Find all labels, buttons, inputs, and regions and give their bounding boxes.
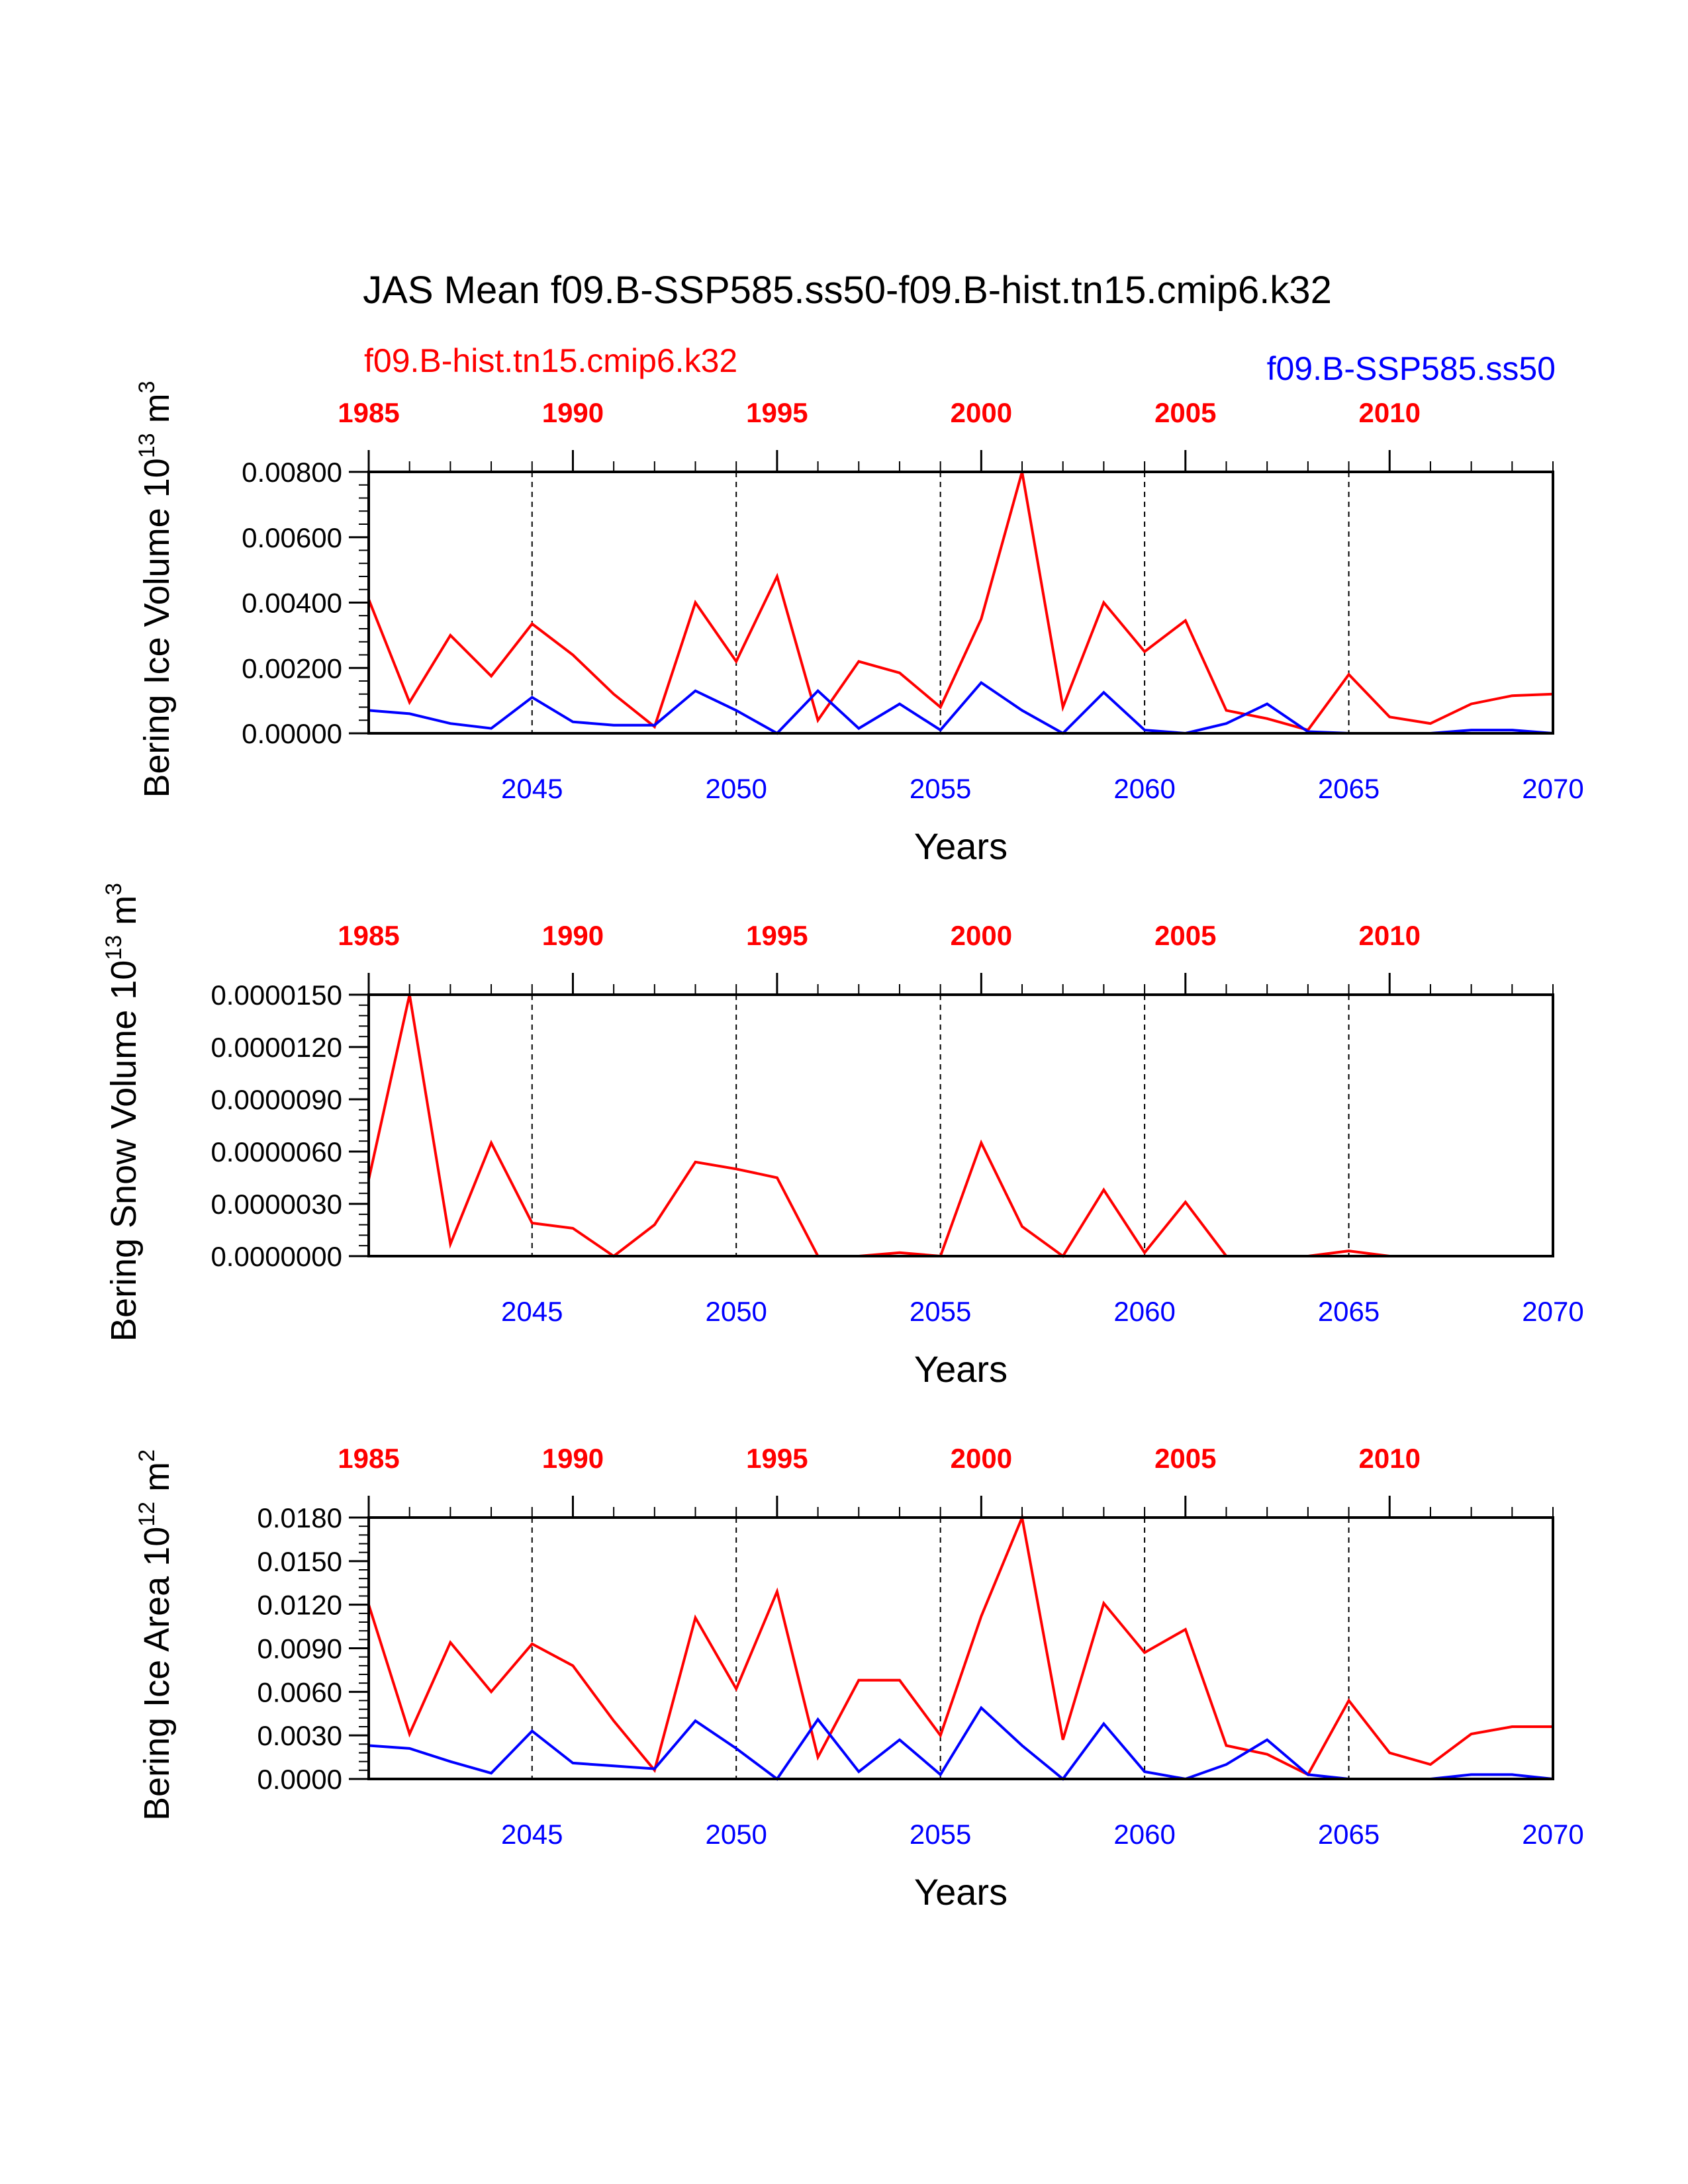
y-tick-label: 0.0000 bbox=[258, 1764, 342, 1795]
y-axis-label: Bering Ice Volume 1013 m3 bbox=[134, 381, 177, 797]
panels: 0.00000 0.00200 0.00400 0.00600 0.00800 2045 2… bbox=[101, 381, 1584, 1913]
x-top-tick-label: 1985 bbox=[338, 397, 399, 428]
x-bottom-tick-label: 2065 bbox=[1318, 773, 1380, 804]
x-bottom-tick-label: 2050 bbox=[705, 1819, 767, 1850]
chart-panel-1: 0.00000 0.00200 0.00400 0.00600 0.00800 2045 2… bbox=[134, 381, 1584, 867]
y-tick-label: 0.00000 bbox=[242, 718, 342, 749]
x-top-tick-label: 2010 bbox=[1359, 397, 1421, 428]
y-axis-label: Bering Ice Area 1012 m2 bbox=[134, 1449, 177, 1821]
y-tick-label: 0.00400 bbox=[242, 588, 342, 619]
y-tick-label: 0.0030 bbox=[258, 1720, 342, 1751]
plot-frame bbox=[367, 993, 1554, 1257]
y-axis-label: Bering Snow Volume 1013 m3 bbox=[101, 883, 144, 1342]
x-bottom-tick-label: 2070 bbox=[1522, 773, 1583, 804]
x-top-tick-label: 2010 bbox=[1359, 1443, 1421, 1474]
y-tick-label: 0.0000060 bbox=[211, 1136, 342, 1167]
x-top-tick-label: 1995 bbox=[746, 920, 808, 951]
y-tick-label: 0.0120 bbox=[258, 1590, 342, 1621]
x-bottom-tick-label: 2050 bbox=[705, 1296, 767, 1327]
x-top-tick-label: 1990 bbox=[542, 1443, 604, 1474]
y-tick-label: 0.0090 bbox=[258, 1633, 342, 1664]
x-bottom-tick-label: 2070 bbox=[1522, 1819, 1583, 1850]
y-tick-label: 0.00800 bbox=[242, 457, 342, 488]
x-top-tick-label: 1990 bbox=[542, 920, 604, 951]
x-top-tick-label: 2000 bbox=[951, 920, 1012, 951]
y-tick-label: 0.0180 bbox=[258, 1502, 342, 1533]
x-bottom-tick-label: 2070 bbox=[1522, 1296, 1583, 1327]
chart-panel-3: 0.0000 0.0030 0.0060 0.0090 0.0120 0.0150 0.01… bbox=[134, 1443, 1584, 1913]
x-top-tick-label: 2010 bbox=[1359, 920, 1421, 951]
series-line-ssp bbox=[368, 1706, 1554, 1781]
x-top-tick-label: 2000 bbox=[951, 397, 1012, 428]
x-axis-label: Years bbox=[914, 825, 1008, 867]
y-tick-label: 0.0000120 bbox=[211, 1032, 342, 1063]
x-top-tick-label: 1995 bbox=[746, 397, 808, 428]
x-top-tick-label: 1985 bbox=[338, 1443, 399, 1474]
series-line-hist bbox=[367, 471, 1554, 732]
x-bottom-tick-label: 2060 bbox=[1113, 1819, 1175, 1850]
figure-title: JAS Mean f09.B-SSP585.ss50-f09.B-hist.tn… bbox=[363, 269, 1332, 312]
x-top-tick-label: 1995 bbox=[746, 1443, 808, 1474]
x-bottom-tick-label: 2055 bbox=[910, 773, 971, 804]
x-bottom-tick-label: 2055 bbox=[910, 1819, 971, 1850]
y-tick-label: 0.00600 bbox=[242, 522, 342, 553]
x-top-tick-label: 2000 bbox=[951, 1443, 1012, 1474]
series-line-hist bbox=[367, 994, 1553, 1258]
x-bottom-tick-label: 2050 bbox=[705, 773, 767, 804]
x-bottom-tick-label: 2055 bbox=[910, 1296, 971, 1327]
legend-hist: f09.B-hist.tn15.cmip6.k32 bbox=[364, 342, 737, 379]
x-bottom-tick-label: 2045 bbox=[501, 773, 563, 804]
x-bottom-tick-label: 2065 bbox=[1318, 1819, 1380, 1850]
x-top-tick-label: 1985 bbox=[338, 920, 399, 951]
y-tick-label: 0.0000090 bbox=[211, 1084, 342, 1115]
x-axis-label: Years bbox=[914, 1871, 1008, 1913]
series-line-hist bbox=[367, 1512, 1553, 1777]
y-tick-label: 0.00200 bbox=[242, 653, 342, 684]
x-top-tick-label: 2005 bbox=[1154, 1443, 1216, 1474]
x-bottom-tick-label: 2065 bbox=[1318, 1296, 1380, 1327]
x-bottom-tick-label: 2060 bbox=[1113, 1296, 1175, 1327]
y-tick-label: 0.0000000 bbox=[211, 1241, 342, 1272]
y-tick-label: 0.0000030 bbox=[211, 1189, 342, 1220]
x-top-tick-label: 2005 bbox=[1154, 397, 1216, 428]
y-tick-label: 0.0150 bbox=[258, 1546, 342, 1577]
x-bottom-tick-label: 2045 bbox=[501, 1296, 563, 1327]
y-tick-label: 0.0000150 bbox=[211, 979, 342, 1011]
series-line-ssp bbox=[368, 680, 1554, 735]
x-axis-label: Years bbox=[914, 1348, 1008, 1390]
x-bottom-tick-label: 2045 bbox=[501, 1819, 563, 1850]
plot-frame bbox=[367, 471, 1554, 735]
chart-panel-2: 0.0000000 0.0000030 0.0000060 0.0000090 0.00… bbox=[101, 883, 1584, 1390]
x-top-tick-label: 2005 bbox=[1154, 920, 1216, 951]
y-tick-label: 0.0060 bbox=[258, 1676, 342, 1707]
legend-ssp: f09.B-SSP585.ss50 bbox=[1267, 350, 1556, 387]
x-top-tick-label: 1990 bbox=[542, 397, 604, 428]
x-bottom-tick-label: 2060 bbox=[1113, 773, 1175, 804]
